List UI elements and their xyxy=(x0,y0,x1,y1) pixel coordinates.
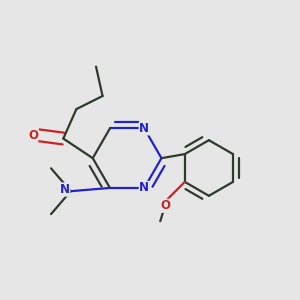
Text: N: N xyxy=(60,183,70,196)
Text: O: O xyxy=(28,129,38,142)
Text: N: N xyxy=(139,182,149,194)
Text: O: O xyxy=(160,199,170,212)
Text: N: N xyxy=(139,122,149,135)
